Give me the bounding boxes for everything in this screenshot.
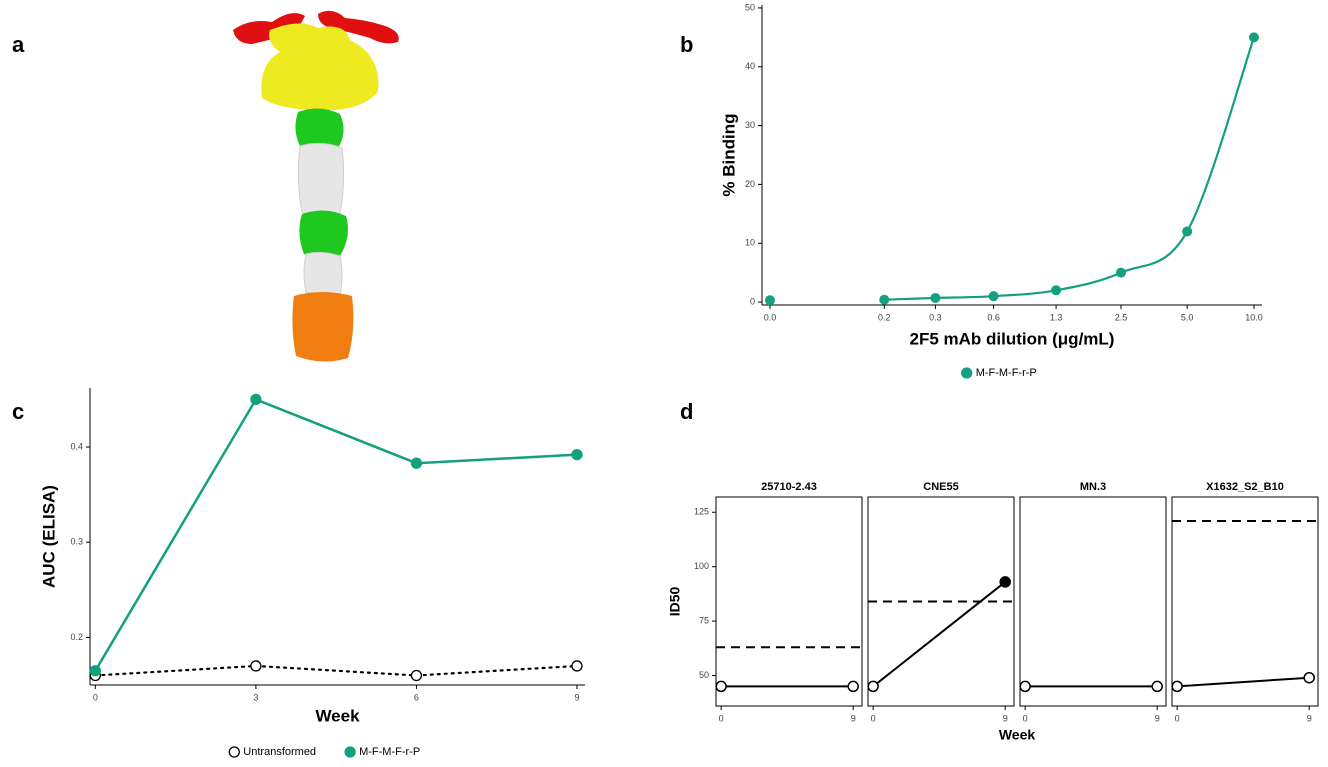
x-axis-title: 2F5 mAb dilution (μg/mL) [910, 329, 1115, 348]
x-tick-label: 0.2 [878, 312, 891, 322]
x-tick-label: 0 [1023, 713, 1028, 723]
legend-label: Untransformed [243, 746, 316, 758]
x-tick-label: 0 [1175, 713, 1180, 723]
point [1182, 226, 1193, 237]
facet-title: X1632_S2_B10 [1206, 481, 1284, 493]
y-tick-label: 125 [694, 507, 709, 517]
x-tick-label: 0 [871, 713, 876, 723]
facet-title: MN.3 [1080, 481, 1106, 493]
y-axis-title: AUC (ELISA) [39, 485, 58, 588]
point [89, 665, 102, 677]
x-tick-label: 9 [1307, 713, 1312, 723]
point [1249, 32, 1259, 43]
y-axis-title: % Binding [719, 113, 738, 196]
x-tick-label: 0 [719, 713, 724, 723]
y-tick-label: 40 [745, 61, 755, 71]
y-tick-label: 75 [699, 615, 709, 625]
facet-frame [1171, 496, 1319, 707]
x-tick-label: 5.0 [1181, 312, 1194, 322]
point [571, 660, 583, 672]
x-tick-label: 3 [253, 692, 258, 702]
x-tick-label: 6 [414, 692, 419, 702]
point [847, 680, 859, 693]
x-tick-label: 0.3 [929, 312, 942, 322]
y-tick-label: 10 [745, 238, 755, 248]
point [879, 294, 890, 305]
point [765, 295, 775, 306]
facet-frame [715, 496, 863, 707]
point [930, 292, 941, 303]
point [571, 448, 583, 461]
y-tick-label: 0.3 [70, 537, 83, 547]
line [94, 664, 579, 677]
legend-marker [961, 367, 973, 379]
y-tick-label: 30 [745, 120, 755, 130]
legend-label: M-F-M-F-r-P [359, 746, 420, 758]
x-tick-label: 9 [574, 692, 579, 702]
x-tick-label: 2.5 [1115, 312, 1128, 322]
point [715, 680, 727, 693]
x-tick-label: 0 [93, 692, 98, 702]
x-tick-label: 9 [1155, 713, 1160, 723]
point [250, 660, 262, 672]
point [1151, 680, 1163, 693]
fit-curve [884, 36, 1256, 301]
point [1115, 267, 1126, 278]
y-tick-label: 100 [694, 561, 709, 571]
x-tick-label: 0.6 [987, 312, 1000, 322]
line [872, 581, 1006, 688]
facet-title: CNE55 [923, 481, 958, 493]
x-tick-label: 0.0 [764, 312, 777, 322]
facet-title: 25710-2.43 [761, 481, 817, 493]
y-tick-label: 50 [745, 2, 755, 12]
point [410, 669, 423, 682]
panel-label: d [680, 399, 693, 424]
line [94, 397, 579, 672]
y-tick-label: 0.4 [70, 441, 83, 451]
point [410, 457, 423, 469]
facet-frame [1019, 496, 1167, 707]
point [988, 291, 999, 302]
x-axis-title: Week [315, 706, 360, 725]
x-tick-label: 9 [851, 713, 856, 723]
legend-label: M-F-M-F-r-P [976, 367, 1037, 379]
point [1171, 680, 1183, 693]
line [1177, 676, 1310, 688]
x-tick-label: 10.0 [1245, 312, 1263, 322]
x-tick-label: 9 [1003, 713, 1008, 723]
legend-marker [228, 746, 240, 758]
legend-marker [344, 746, 356, 758]
y-tick-label: 50 [699, 670, 709, 680]
panel-label: b [680, 32, 693, 57]
panel-label: a [12, 32, 25, 57]
point [1303, 671, 1315, 684]
protein-structure [233, 10, 399, 362]
x-axis-title: Week [999, 727, 1036, 743]
y-axis-title: ID50 [667, 587, 683, 617]
y-tick-label: 0.2 [70, 632, 83, 642]
y-tick-label: 20 [745, 179, 755, 189]
panel-label: c [12, 399, 24, 424]
point [867, 680, 879, 693]
point [1051, 285, 1062, 296]
x-tick-label: 1.3 [1050, 312, 1063, 322]
y-tick-label: 0 [750, 296, 755, 306]
point [1019, 680, 1031, 693]
point [250, 393, 262, 406]
point [999, 576, 1011, 588]
